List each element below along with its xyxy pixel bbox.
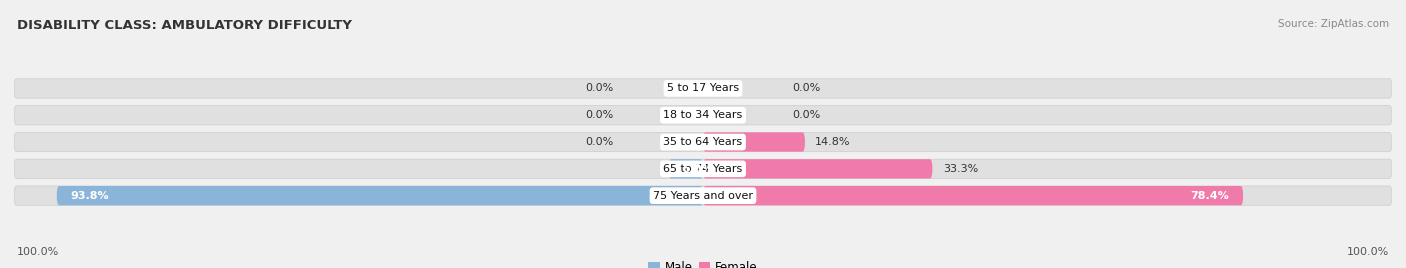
FancyBboxPatch shape (14, 106, 1392, 125)
Text: 0.0%: 0.0% (585, 83, 613, 94)
FancyBboxPatch shape (14, 132, 1392, 152)
Text: 78.4%: 78.4% (1191, 191, 1229, 201)
Text: 0.0%: 0.0% (585, 137, 613, 147)
Text: Source: ZipAtlas.com: Source: ZipAtlas.com (1278, 19, 1389, 29)
Text: 100.0%: 100.0% (1347, 247, 1389, 257)
Text: 0.0%: 0.0% (585, 110, 613, 120)
FancyBboxPatch shape (703, 159, 932, 178)
Text: 75 Years and over: 75 Years and over (652, 191, 754, 201)
Legend: Male, Female: Male, Female (648, 261, 758, 268)
Text: 35 to 64 Years: 35 to 64 Years (664, 137, 742, 147)
Text: 0.0%: 0.0% (793, 83, 821, 94)
Text: 33.3%: 33.3% (943, 164, 979, 174)
Text: DISABILITY CLASS: AMBULATORY DIFFICULTY: DISABILITY CLASS: AMBULATORY DIFFICULTY (17, 19, 352, 32)
FancyBboxPatch shape (669, 159, 703, 178)
FancyBboxPatch shape (703, 132, 806, 152)
FancyBboxPatch shape (56, 186, 703, 205)
FancyBboxPatch shape (14, 186, 1392, 205)
Text: 93.8%: 93.8% (70, 191, 110, 201)
Text: 65 to 74 Years: 65 to 74 Years (664, 164, 742, 174)
FancyBboxPatch shape (703, 186, 1243, 205)
Text: 100.0%: 100.0% (17, 247, 59, 257)
Text: 18 to 34 Years: 18 to 34 Years (664, 110, 742, 120)
Text: 5 to 17 Years: 5 to 17 Years (666, 83, 740, 94)
Text: 0.0%: 0.0% (793, 110, 821, 120)
Text: 14.8%: 14.8% (815, 137, 851, 147)
FancyBboxPatch shape (14, 79, 1392, 98)
FancyBboxPatch shape (14, 159, 1392, 178)
Text: 5.0%: 5.0% (682, 164, 713, 174)
